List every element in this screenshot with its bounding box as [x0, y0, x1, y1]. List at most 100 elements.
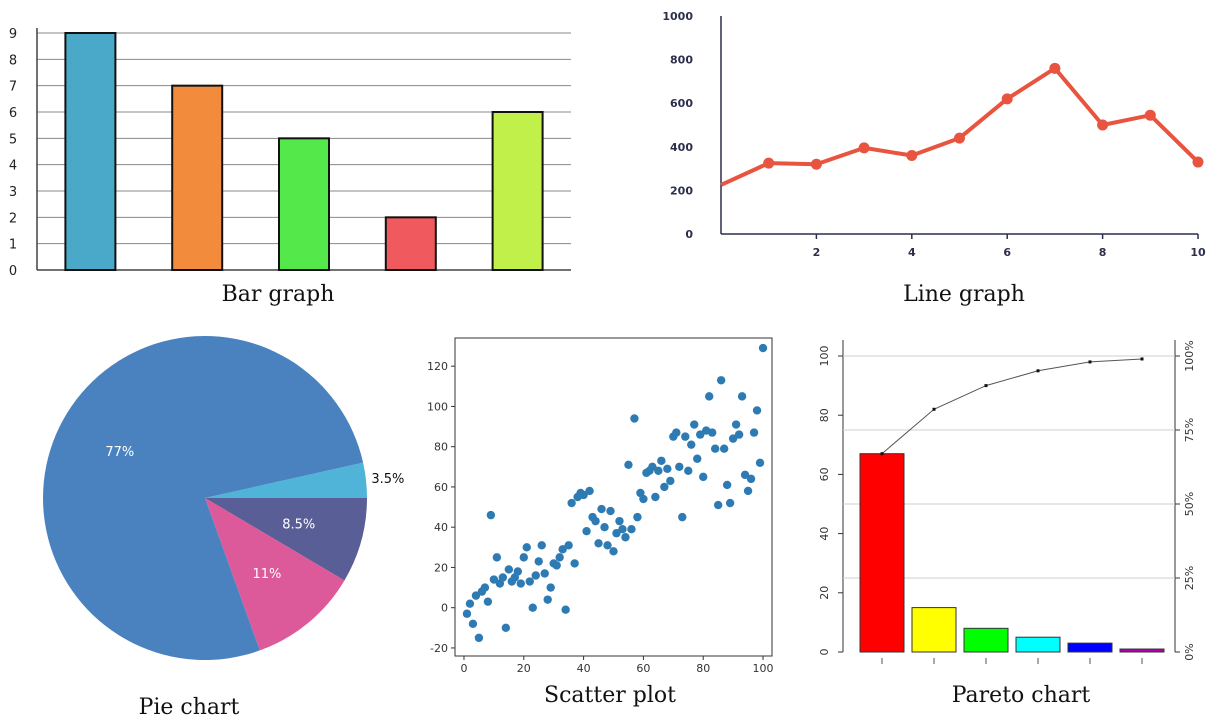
scatter-point — [696, 430, 705, 439]
scatter-point — [558, 545, 567, 554]
scatter-point — [579, 490, 588, 500]
y-tick-label: 60 — [434, 481, 448, 494]
scatter-point — [657, 456, 666, 465]
y-tick-label: 120 — [427, 360, 448, 373]
x-tick-label: 0 — [460, 662, 467, 675]
y-tick-label: 4 — [9, 159, 17, 174]
scatter-point — [722, 480, 732, 490]
scatter-point — [591, 516, 600, 526]
scatter-point — [707, 428, 717, 437]
pareto-chart: 0 20 40 60 80 100 0% 25% 50% 75% 100% — [818, 340, 1196, 664]
y-tick-label-left: 100 — [818, 346, 831, 367]
scatter-point — [746, 474, 756, 484]
pie-slice-label: 77% — [105, 445, 134, 460]
bar — [384, 216, 437, 271]
data-point — [1049, 62, 1061, 74]
data-point — [906, 150, 918, 162]
pie-caption: Pie chart — [139, 695, 240, 718]
scatter-point — [600, 522, 609, 532]
x-tick-label: 40 — [577, 662, 591, 675]
scatter-point — [465, 599, 475, 608]
cumulative-point — [932, 407, 936, 411]
y-tick-label: 200 — [670, 184, 693, 197]
cumulative-point — [880, 452, 884, 456]
x-tick-label: 100 — [753, 662, 774, 675]
y-tick-label-left: 80 — [818, 408, 831, 422]
pareto-bar — [1015, 636, 1061, 653]
cumulative-point — [1088, 360, 1092, 364]
scatter-point — [693, 454, 702, 463]
y-tick-label-right: 75% — [1183, 418, 1196, 442]
scatter-point — [531, 571, 540, 580]
x-tick-label: 60 — [636, 662, 650, 675]
y-tick-label: 20 — [434, 561, 448, 574]
scatter-point — [699, 472, 708, 482]
scatter-point — [725, 498, 735, 508]
bar — [171, 84, 224, 271]
pie-chart: 3.5% 8.5% 11% 77% — [42, 335, 404, 660]
scatter-point — [522, 543, 531, 552]
scatter-point — [474, 633, 484, 643]
y-tick-label-right: 0% — [1183, 643, 1196, 660]
scatter-point — [684, 466, 693, 476]
data-point — [1144, 109, 1156, 121]
scatter-caption: Scatter plot — [544, 683, 676, 708]
y-tick-label: 800 — [670, 54, 693, 67]
x-tick-label: 4 — [908, 246, 916, 259]
scatter-point — [648, 462, 657, 472]
scatter-point — [618, 525, 627, 534]
scatter-point — [663, 464, 672, 474]
scatter-point — [492, 553, 502, 562]
y-tick-label: 600 — [670, 97, 693, 110]
y-tick-label: 5 — [9, 132, 17, 147]
scatter-point — [564, 541, 573, 550]
plot-frame — [454, 337, 773, 657]
scatter-point — [546, 583, 555, 592]
data-point — [1097, 119, 1109, 131]
cumulative-point — [984, 384, 988, 388]
scatter-point — [743, 486, 753, 496]
scatter-point — [534, 557, 543, 566]
scatter-point — [716, 376, 726, 385]
scatter-point — [678, 512, 687, 522]
scatter-point — [567, 498, 576, 508]
x-tick-label: 2 — [813, 246, 821, 259]
scatter-point — [704, 392, 714, 401]
scatter-point — [516, 579, 525, 588]
scatter-point — [609, 547, 618, 556]
scatter-point — [681, 432, 690, 441]
scatter-point — [480, 583, 490, 592]
scatter-point — [651, 492, 660, 502]
y-tick-label: 3 — [9, 185, 17, 200]
data-point — [1001, 93, 1013, 105]
cumulative-point — [1140, 357, 1144, 361]
scatter-point — [737, 392, 747, 401]
scatter-point — [525, 577, 534, 586]
y-tick-label-left: 40 — [818, 527, 831, 541]
scatter-point — [483, 597, 493, 606]
x-tick-label: 20 — [517, 662, 531, 675]
data-point — [763, 157, 775, 169]
scatter-point — [540, 569, 549, 578]
y-tick-label: 0 — [685, 228, 693, 241]
scatter-point — [749, 428, 759, 437]
scatter-point — [675, 462, 684, 472]
scatter-point — [543, 595, 552, 604]
pie-slice-label: 3.5% — [371, 472, 404, 487]
y-tick-label: 7 — [9, 80, 17, 95]
y-tick-label: 6 — [9, 106, 17, 121]
scatter-point — [561, 605, 570, 614]
scatter-point — [752, 406, 762, 415]
bar — [64, 32, 117, 271]
pareto-bar — [1067, 642, 1113, 653]
y-tick-label: 80 — [434, 441, 448, 454]
scatter-point — [654, 466, 663, 476]
y-tick-label-right: 25% — [1183, 566, 1196, 590]
pareto-caption: Pareto chart — [952, 683, 1091, 708]
scatter-point — [489, 575, 499, 584]
y-tick-label: 40 — [434, 521, 448, 534]
scatter-point — [672, 428, 681, 437]
y-tick-label: 100 — [427, 400, 448, 413]
scatter-point — [486, 510, 496, 520]
